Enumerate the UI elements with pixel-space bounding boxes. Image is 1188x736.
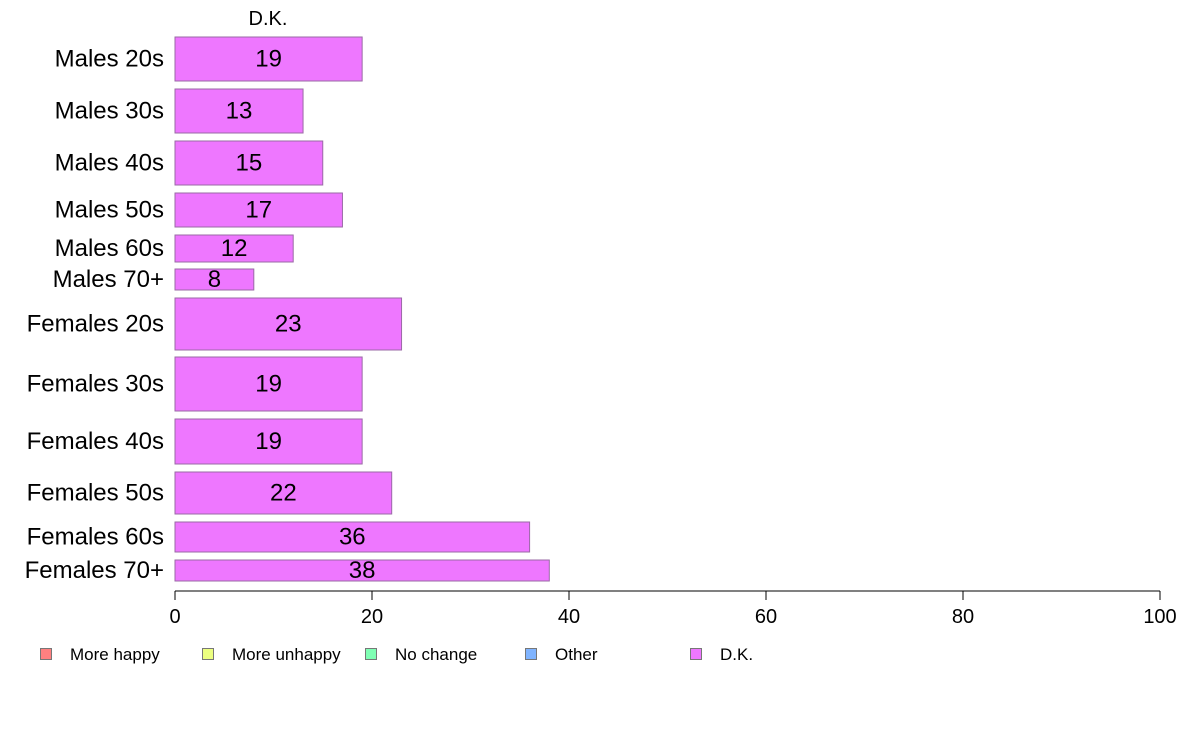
value-label: 19 bbox=[255, 371, 282, 398]
legend-label: D.K. bbox=[720, 645, 754, 664]
category-label: Females 30s bbox=[27, 371, 164, 398]
bar-females-30s bbox=[174, 356, 363, 412]
legend-label: Other bbox=[555, 645, 598, 664]
category-label: Males 30s bbox=[55, 98, 164, 125]
value-label: 36 bbox=[339, 524, 366, 551]
x-tick-label: 0 bbox=[169, 606, 180, 628]
legend-swatch bbox=[365, 648, 377, 660]
category-label: Females 70+ bbox=[25, 557, 164, 584]
bar-males-40s bbox=[174, 140, 324, 186]
x-tick-label: 20 bbox=[361, 606, 383, 628]
category-label: Females 50s bbox=[27, 480, 164, 507]
x-tick-label: 100 bbox=[1143, 606, 1176, 628]
category-label: Females 40s bbox=[27, 428, 164, 455]
panel-title: D.K. bbox=[249, 8, 288, 30]
bar-females-70- bbox=[174, 559, 550, 582]
legend-swatch bbox=[40, 648, 52, 660]
value-label: 15 bbox=[236, 150, 263, 177]
bars-group: Males 20s 19 Males 30s 13 Males 40s 15 Males 5… bbox=[25, 36, 550, 584]
x-tick-label: 80 bbox=[952, 606, 974, 628]
bar-females-60s bbox=[174, 521, 531, 553]
value-label: 12 bbox=[221, 235, 248, 262]
value-label: 23 bbox=[275, 311, 302, 338]
legend-swatch bbox=[202, 648, 214, 660]
value-label: 19 bbox=[255, 428, 282, 455]
bar-males-30s bbox=[174, 88, 304, 134]
category-label: Males 40s bbox=[55, 150, 164, 177]
value-label: 22 bbox=[270, 480, 297, 507]
category-label: Males 50s bbox=[55, 197, 164, 224]
bar-males-50s bbox=[174, 192, 343, 228]
value-label: 19 bbox=[255, 46, 282, 73]
category-label: Females 60s bbox=[27, 524, 164, 551]
legend-swatch bbox=[525, 648, 537, 660]
legend-label: More unhappy bbox=[232, 645, 341, 664]
value-label: 17 bbox=[245, 197, 272, 224]
x-tick-label: 40 bbox=[558, 606, 580, 628]
value-label: 13 bbox=[226, 98, 253, 125]
value-label: 38 bbox=[349, 557, 376, 584]
value-label: 8 bbox=[208, 266, 221, 293]
legend-swatch bbox=[690, 648, 702, 660]
bar-females-50s bbox=[174, 471, 393, 515]
bar-females-40s bbox=[174, 418, 363, 465]
legend-label: No change bbox=[395, 645, 478, 664]
bar-males-60s bbox=[174, 234, 294, 263]
x-tick-label: 60 bbox=[755, 606, 777, 628]
bar-males-20s bbox=[174, 36, 363, 82]
x-axis: 0 20 40 60 80 100 bbox=[169, 590, 1177, 628]
legend-label: More happy bbox=[70, 645, 160, 664]
bar-males-70- bbox=[174, 268, 255, 291]
category-label: Males 20s bbox=[55, 46, 164, 73]
category-label: Females 20s bbox=[27, 311, 164, 338]
category-label: Males 60s bbox=[55, 235, 164, 262]
category-label: Males 70+ bbox=[53, 266, 164, 293]
bar-females-20s bbox=[174, 297, 403, 351]
